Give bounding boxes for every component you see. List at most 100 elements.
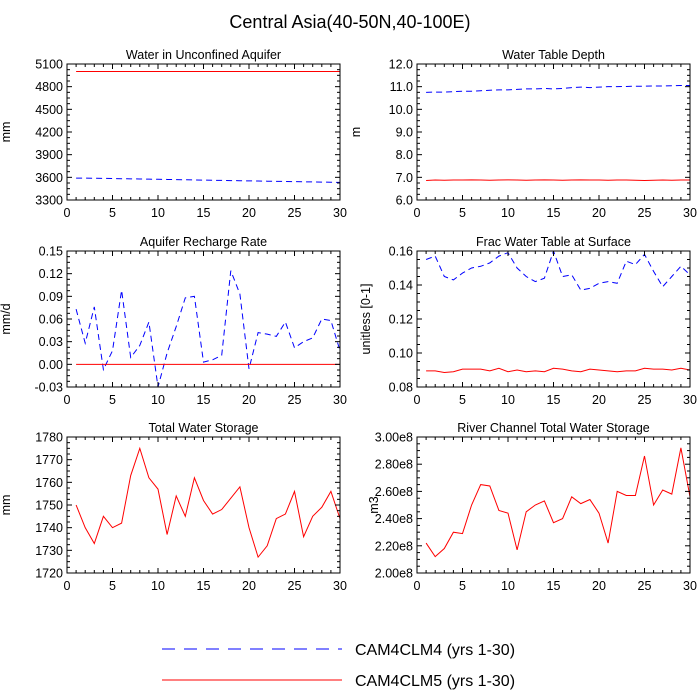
panel-title: Water Table Depth (502, 48, 605, 62)
x-tick-label: 10 (151, 393, 165, 407)
x-tick-label: 0 (64, 206, 71, 220)
y-tick-label: 3600 (35, 171, 63, 185)
x-tick-label: 25 (288, 393, 302, 407)
y-tick-label: 11.0 (390, 80, 413, 94)
panel-3: Aquifer Recharge Rate mm/d 0 5 10 15 20 25 30 -0.… (0, 235, 347, 407)
y-tick-label: 0.10 (389, 347, 413, 361)
x-tick-label: 15 (197, 393, 211, 407)
x-tick-label: 10 (501, 393, 515, 407)
panel-4: Frac Water Table at Surface unitless [0-1… (359, 235, 697, 407)
y-axis-label: m3 (367, 496, 381, 513)
y-tick-label: 7.0 (396, 171, 413, 185)
y-tick-label: 0.16 (389, 245, 413, 259)
x-tick-label: 30 (683, 206, 697, 220)
series-line-clm5 (426, 367, 690, 374)
x-tick-label: 0 (414, 206, 421, 220)
x-tick-label: 10 (501, 579, 515, 593)
y-tick-label: 4200 (35, 126, 63, 140)
series-line-clm5 (425, 447, 690, 558)
y-axis-label: m (349, 127, 363, 137)
series-line-clm4 (426, 85, 690, 93)
panel-1: Water in Unconfined Aquifer mm 0 5 10 15 20 25 3… (0, 48, 347, 220)
x-tick-label: 0 (414, 579, 421, 593)
x-tick-label: 5 (459, 206, 466, 220)
y-tick-label: 2.20e8 (375, 539, 413, 553)
x-tick-label: 5 (459, 579, 466, 593)
x-tick-label: 30 (333, 206, 347, 220)
plot-frame (66, 436, 341, 574)
x-tick-label: 20 (592, 579, 606, 593)
y-tick-label: 0.12 (39, 267, 63, 281)
x-tick-label: 15 (547, 393, 561, 407)
plot-frame (416, 436, 691, 574)
x-tick-label: 0 (64, 393, 71, 407)
x-tick-label: 30 (683, 393, 697, 407)
series-line-clm5 (75, 446, 340, 559)
y-tick-label: 0.14 (389, 279, 413, 293)
y-tick-label: 0.12 (389, 313, 413, 327)
series-line-clm4 (75, 270, 340, 387)
panel-5: Total Water Storage mm 0 5 10 15 20 25 30 1720 173… (0, 421, 347, 593)
x-tick-label: 25 (288, 206, 302, 220)
y-tick-label: 4800 (35, 80, 63, 94)
x-tick-label: 25 (638, 579, 652, 593)
y-tick-label: 0.06 (39, 313, 63, 327)
x-tick-label: 25 (638, 393, 652, 407)
x-tick-label: 5 (459, 393, 466, 407)
x-tick-label: 20 (242, 393, 256, 407)
x-tick-label: 5 (109, 206, 116, 220)
y-tick-label: 1740 (35, 521, 63, 535)
series-line-clm4 (76, 177, 340, 183)
panel-title: Aquifer Recharge Rate (140, 235, 267, 249)
y-tick-label: 0.15 (39, 245, 63, 259)
y-axis-label: mm (0, 495, 13, 516)
y-axis-label: mm/d (0, 303, 13, 334)
x-tick-label: 0 (414, 393, 421, 407)
x-tick-label: 30 (333, 579, 347, 593)
y-tick-label: 0.08 (389, 381, 413, 395)
y-tick-label: 1770 (35, 453, 63, 467)
x-tick-label: 0 (64, 579, 71, 593)
plot-frame (66, 250, 341, 388)
panel-2: Water Table Depth m 0 5 10 15 20 25 30 6.0 7.0 8.0 9… (349, 48, 697, 220)
y-axis-label: unitless [0-1] (359, 284, 373, 355)
x-tick-label: 25 (288, 579, 302, 593)
y-tick-label: 3900 (35, 148, 63, 162)
y-tick-label: 0.00 (39, 358, 63, 372)
y-tick-label: 4500 (35, 103, 63, 117)
x-tick-label: 20 (592, 393, 606, 407)
x-tick-label: 10 (151, 206, 165, 220)
y-tick-label: 12.0 (389, 58, 413, 72)
x-tick-label: 20 (242, 579, 256, 593)
panel-title: River Channel Total Water Storage (457, 421, 650, 435)
y-tick-label: 1760 (35, 476, 63, 490)
y-tick-label: 1750 (35, 499, 63, 513)
panels: Water in Unconfined Aquifer mm 0 5 10 15 20 25 3… (0, 48, 697, 593)
series-line-clm5 (426, 179, 690, 182)
x-tick-label: 30 (683, 579, 697, 593)
y-tick-label: 3.00e8 (375, 431, 413, 445)
y-tick-label: 5100 (35, 58, 63, 72)
x-tick-label: 5 (109, 579, 116, 593)
panel-title: Total Water Storage (148, 421, 258, 435)
panel-title: Frac Water Table at Surface (476, 235, 631, 249)
y-tick-label: 3300 (35, 194, 63, 208)
y-tick-label: 1720 (35, 567, 63, 581)
figure-title: Central Asia(40-50N,40-100E) (229, 12, 470, 32)
x-tick-label: 25 (638, 206, 652, 220)
legend: CAM4CLM4 (yrs 1-30) CAM4CLM5 (yrs 1-30) (162, 642, 515, 690)
y-tick-label: 10.0 (389, 103, 413, 117)
x-tick-label: 15 (547, 579, 561, 593)
x-tick-label: 30 (333, 393, 347, 407)
x-tick-label: 15 (547, 206, 561, 220)
panel-title: Water in Unconfined Aquifer (126, 48, 281, 62)
y-tick-label: 2.00e8 (375, 567, 413, 581)
x-tick-label: 5 (109, 393, 116, 407)
y-tick-label: 8.0 (396, 148, 413, 162)
x-tick-label: 15 (197, 206, 211, 220)
y-tick-label: 9.0 (396, 126, 413, 140)
legend-label-clm5: CAM4CLM5 (yrs 1-30) (355, 673, 515, 690)
y-tick-label: 6.0 (396, 194, 413, 208)
